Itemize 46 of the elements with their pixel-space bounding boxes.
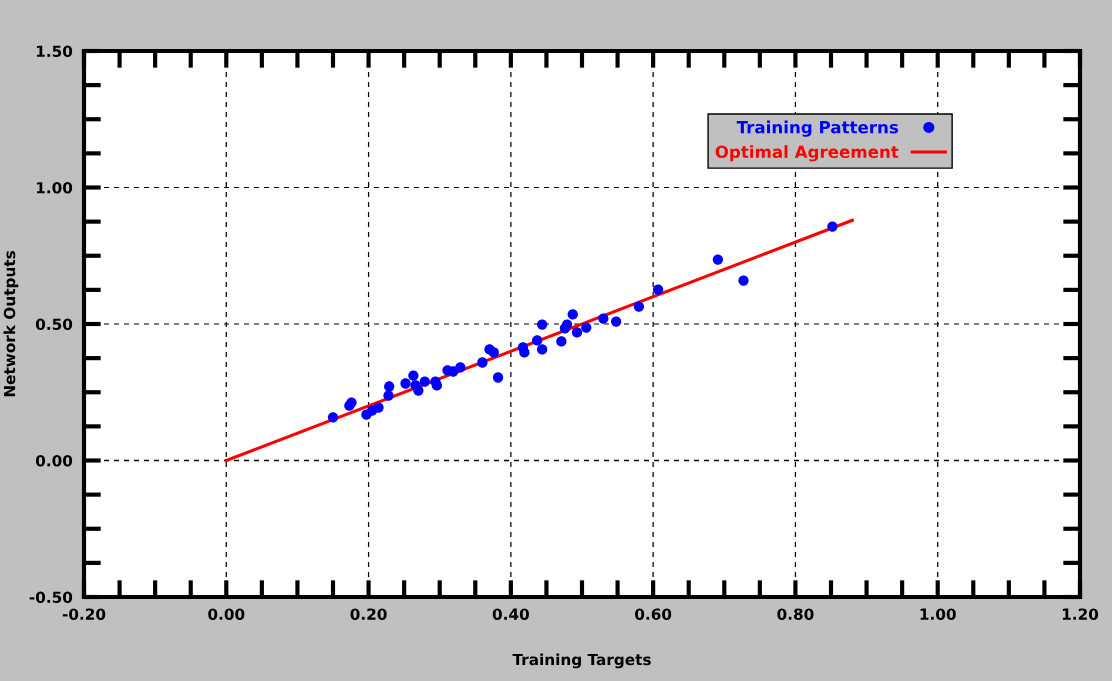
point <box>419 376 430 387</box>
point <box>581 322 592 333</box>
x-axis-title: Training Targets <box>512 653 651 669</box>
x-tick-label: 1.20 <box>1062 608 1099 620</box>
point <box>611 316 622 327</box>
point <box>652 284 664 295</box>
point <box>571 327 583 338</box>
point <box>455 362 466 373</box>
y-axis-title: Network Outputs <box>3 251 19 397</box>
point <box>567 309 578 320</box>
point <box>477 357 488 368</box>
point <box>488 347 499 358</box>
x-tick-label: -0.20 <box>62 608 106 620</box>
x-tick-label: 0.40 <box>492 608 529 620</box>
legend-label: Optimal Agreement <box>715 145 899 162</box>
point <box>519 347 530 358</box>
x-tick-label: 0.60 <box>635 608 672 620</box>
legend-label: Training Patterns <box>736 120 899 137</box>
point <box>712 254 724 265</box>
point <box>327 412 339 423</box>
point <box>738 275 749 286</box>
point <box>556 336 567 347</box>
point <box>532 335 543 346</box>
point <box>431 380 443 391</box>
point <box>537 344 548 355</box>
y-tick-label: 0.00 <box>35 454 73 467</box>
point <box>373 402 384 413</box>
point <box>408 370 419 381</box>
y-tick-label: -0.50 <box>29 591 73 604</box>
point <box>598 313 609 324</box>
point <box>383 390 394 401</box>
point <box>400 378 411 389</box>
x-tick-label: 0.20 <box>350 608 387 620</box>
point <box>537 319 548 330</box>
y-tick-label: 1.50 <box>36 45 73 58</box>
x-tick-label: 0.00 <box>208 608 245 620</box>
y-tick-label: 1.00 <box>36 181 73 194</box>
x-tick-label: 0.80 <box>777 608 814 620</box>
point <box>384 381 395 392</box>
point <box>827 221 838 232</box>
x-tick-label: 1.00 <box>920 608 956 620</box>
point <box>561 319 573 330</box>
y-tick-label: 0.50 <box>35 318 73 331</box>
point <box>633 301 645 312</box>
point <box>413 385 424 396</box>
point <box>492 372 504 383</box>
